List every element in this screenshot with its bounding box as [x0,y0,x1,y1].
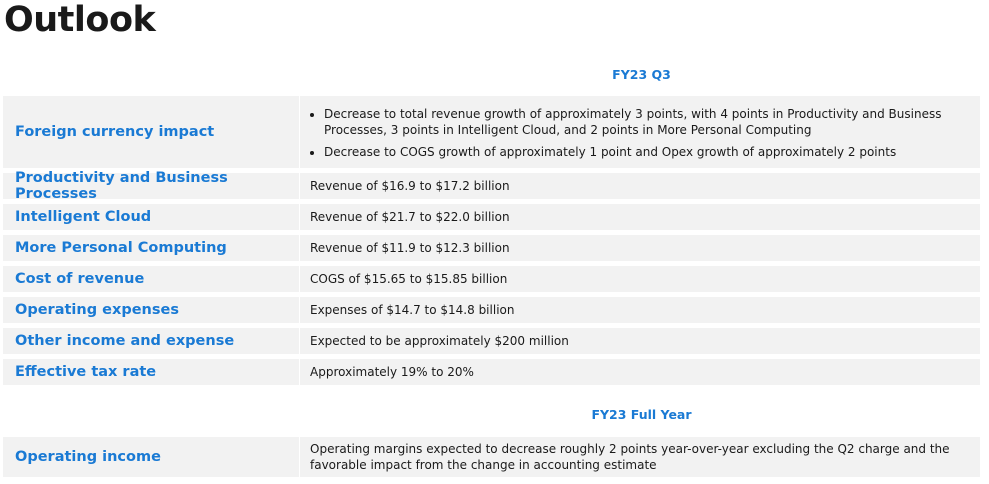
table-section: FY23 Full Year Operating income Operating … [3,405,980,482]
row-label: Operating expenses [15,302,179,318]
bullet-item: Decrease to total revenue growth of appr… [324,106,970,138]
table-section: FY23 Q3 Foreign currency impact Decrease t… [3,65,980,390]
row-content: Expected to be approximately $200 millio… [299,328,980,354]
table-row: Other income and expense Expected to be a… [3,328,980,354]
row-label: Productivity and Business Processes [15,170,228,202]
row-text: COGS of $15.65 to $15.85 billion [310,272,508,286]
row-content: COGS of $15.65 to $15.85 billion [299,266,980,292]
row-label: Operating income [15,449,161,465]
row-label: Foreign currency impact [15,124,215,140]
table-row: Productivity and Business Processes Reven… [3,170,980,202]
section-header: FY23 Full Year [591,407,692,422]
row-text: Revenue of $11.9 to $12.3 billion [310,241,510,255]
row-text: Expenses of $14.7 to $14.8 billion [310,303,515,317]
row-content: Approximately 19% to 20% [299,359,980,385]
row-content: Operating margins expected to decrease r… [299,437,980,477]
row-label: Effective tax rate [15,364,157,380]
row-content: Revenue of $11.9 to $12.3 billion [299,235,980,261]
row-content: Decrease to total revenue growth of appr… [299,96,980,168]
row-label: Cost of revenue [15,271,145,287]
row-content: Revenue of $16.9 to $17.2 billion [299,173,980,199]
row-label: Intelligent Cloud [15,209,152,225]
row-content: Expenses of $14.7 to $14.8 billion [299,297,980,323]
row-text: Approximately 19% to 20% [310,365,474,379]
row-text: Revenue of $21.7 to $22.0 billion [310,210,510,224]
row-label: More Personal Computing [15,240,227,256]
table-row: Operating expenses Expenses of $14.7 to $… [3,297,980,323]
table-row: Effective tax rate Approximately 19% to 2… [3,359,980,385]
table-row: Foreign currency impact Decrease to total… [3,96,980,168]
table-row: Cost of revenue COGS of $15.65 to $15.85 … [3,266,980,292]
row-label: Other income and expense [15,333,235,349]
row-content: Revenue of $21.7 to $22.0 billion [299,204,980,230]
table-row: More Personal Computing Revenue of $11.9 … [3,235,980,261]
section-header: FY23 Q3 [612,67,671,82]
row-text: Operating margins expected to decrease r… [310,442,950,472]
row-text: Expected to be approximately $200 millio… [310,334,569,348]
bullet-list: Decrease to total revenue growth of appr… [310,104,970,160]
table-row: Intelligent Cloud Revenue of $21.7 to $22… [3,204,980,230]
bullet-item: Decrease to COGS growth of approximately… [324,144,970,160]
row-text: Revenue of $16.9 to $17.2 billion [310,179,510,193]
table-row: Operating income Operating margins expect… [3,437,980,477]
page-title: Outlook [4,0,156,40]
